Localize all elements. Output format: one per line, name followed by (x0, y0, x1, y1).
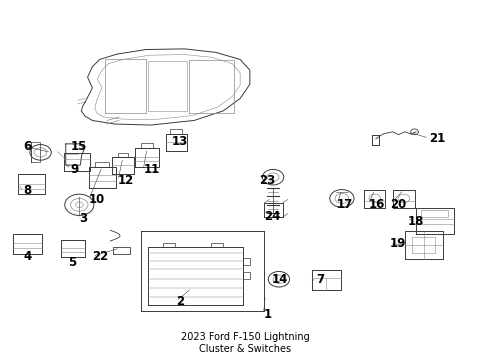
Text: 2: 2 (176, 295, 184, 308)
Text: 14: 14 (271, 274, 288, 287)
Text: 21: 21 (429, 132, 445, 145)
Text: 17: 17 (337, 198, 353, 211)
Text: 8: 8 (23, 184, 31, 197)
Text: 20: 20 (391, 198, 407, 211)
Text: 2023 Ford F-150 Lightning
Cluster & Switches: 2023 Ford F-150 Lightning Cluster & Swit… (181, 332, 309, 354)
Text: 1: 1 (264, 308, 271, 321)
Text: 6: 6 (23, 140, 31, 153)
Text: 11: 11 (143, 163, 160, 176)
Text: 24: 24 (265, 210, 281, 222)
Text: 18: 18 (407, 215, 424, 228)
Text: 23: 23 (260, 174, 276, 186)
Text: 7: 7 (317, 274, 325, 287)
Text: 13: 13 (172, 135, 188, 148)
Text: 9: 9 (71, 163, 79, 176)
Text: 15: 15 (71, 140, 87, 153)
Text: 4: 4 (23, 250, 31, 263)
Text: 19: 19 (390, 237, 406, 250)
Text: 5: 5 (68, 256, 76, 269)
Text: 12: 12 (118, 174, 134, 186)
Text: 22: 22 (93, 250, 109, 263)
Text: 16: 16 (368, 198, 385, 211)
Text: 3: 3 (79, 212, 87, 225)
Text: 10: 10 (89, 193, 105, 206)
